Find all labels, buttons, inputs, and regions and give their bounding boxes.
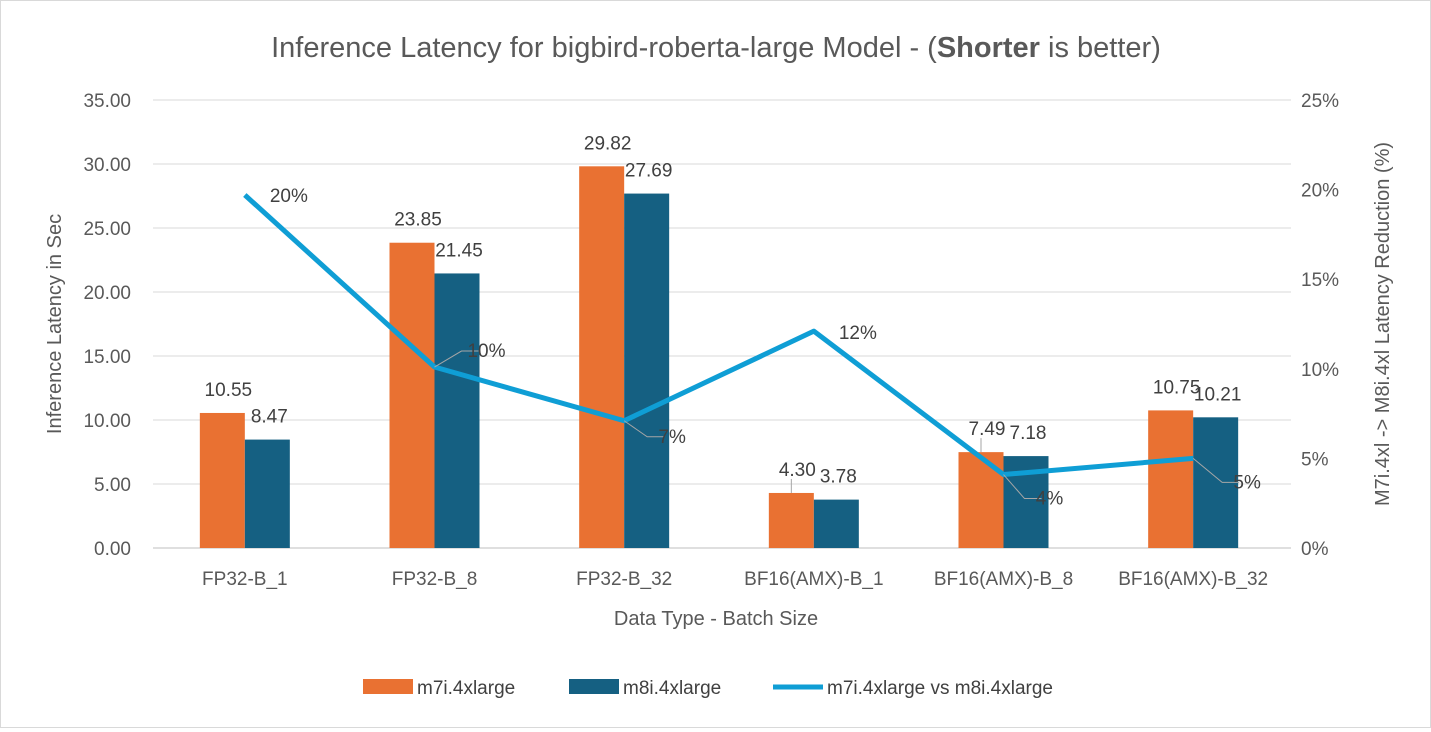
legend-swatch xyxy=(363,679,413,694)
y-tick-label: 10.00 xyxy=(83,411,131,432)
x-tick-label: FP32-B_8 xyxy=(392,569,478,590)
bar-m8i.4xlarge xyxy=(245,440,290,548)
y2-tick-label: 5% xyxy=(1301,449,1329,470)
bar-m8i.4xlarge xyxy=(435,273,480,548)
bar-data-label: 8.47 xyxy=(251,407,288,428)
y-tick-label: 15.00 xyxy=(83,347,131,368)
line-data-label: 20% xyxy=(270,186,308,207)
y2-axis-title: M7i.4xl -> M8i.4xl Latency Reduction (%) xyxy=(1372,142,1394,506)
series-line xyxy=(245,195,1193,475)
y2-tick-label: 25% xyxy=(1301,91,1339,112)
bar-data-label: 7.49 xyxy=(969,419,1006,440)
bar-m8i.4xlarge xyxy=(624,194,669,548)
y-tick-label: 30.00 xyxy=(83,155,131,176)
bar-m7i.4xlarge xyxy=(200,413,245,548)
bar-m7i.4xlarge xyxy=(1148,410,1193,548)
y-tick-label: 25.00 xyxy=(83,219,131,240)
y2-tick-label: 20% xyxy=(1301,181,1339,202)
chart-title: Inference Latency for bigbird-roberta-la… xyxy=(271,32,1161,64)
bar-m7i.4xlarge xyxy=(769,493,814,548)
bar-data-label: 10.55 xyxy=(205,380,253,401)
legend-label: m7i.4xlarge xyxy=(417,678,515,699)
line-data-label: 7% xyxy=(658,427,686,448)
bar-data-label: 10.21 xyxy=(1194,384,1242,405)
legend-label: m8i.4xlarge xyxy=(623,678,721,699)
legend-label: m7i.4xlarge vs m8i.4xlarge xyxy=(827,678,1053,699)
legend-swatch xyxy=(569,679,619,694)
y2-tick-label: 0% xyxy=(1301,539,1329,560)
line-data-label: 5% xyxy=(1233,472,1261,493)
bar-data-label: 23.85 xyxy=(394,210,442,231)
x-tick-label: BF16(AMX)-B_1 xyxy=(744,569,883,590)
x-tick-label: BF16(AMX)-B_8 xyxy=(934,569,1073,590)
y-tick-label: 5.00 xyxy=(94,475,131,496)
y2-tick-label: 10% xyxy=(1301,360,1339,381)
y2-tick-label: 15% xyxy=(1301,270,1339,291)
x-tick-label: FP32-B_32 xyxy=(576,569,672,590)
y-tick-label: 35.00 xyxy=(83,91,131,112)
bar-data-label: 21.45 xyxy=(435,240,483,261)
bar-data-label: 4.30 xyxy=(779,460,816,481)
y-tick-label: 0.00 xyxy=(94,539,131,560)
x-tick-label: BF16(AMX)-B_32 xyxy=(1118,569,1268,590)
bar-data-label: 29.82 xyxy=(584,133,632,154)
bar-data-label: 27.69 xyxy=(625,161,673,182)
line-data-label: 4% xyxy=(1036,489,1064,510)
bar-data-label: 7.18 xyxy=(1010,423,1047,444)
x-axis-title: Data Type - Batch Size xyxy=(614,608,818,630)
bar-data-label: 3.78 xyxy=(820,467,857,488)
bar-m7i.4xlarge xyxy=(579,166,624,548)
bar-m8i.4xlarge xyxy=(814,500,859,548)
x-tick-label: FP32-B_1 xyxy=(202,569,288,590)
line-data-label: 12% xyxy=(839,323,877,344)
bar-m7i.4xlarge xyxy=(390,243,435,548)
y-tick-label: 20.00 xyxy=(83,283,131,304)
y-axis-title: Inference Latency in Sec xyxy=(44,214,66,434)
line-data-label: 10% xyxy=(467,341,505,362)
